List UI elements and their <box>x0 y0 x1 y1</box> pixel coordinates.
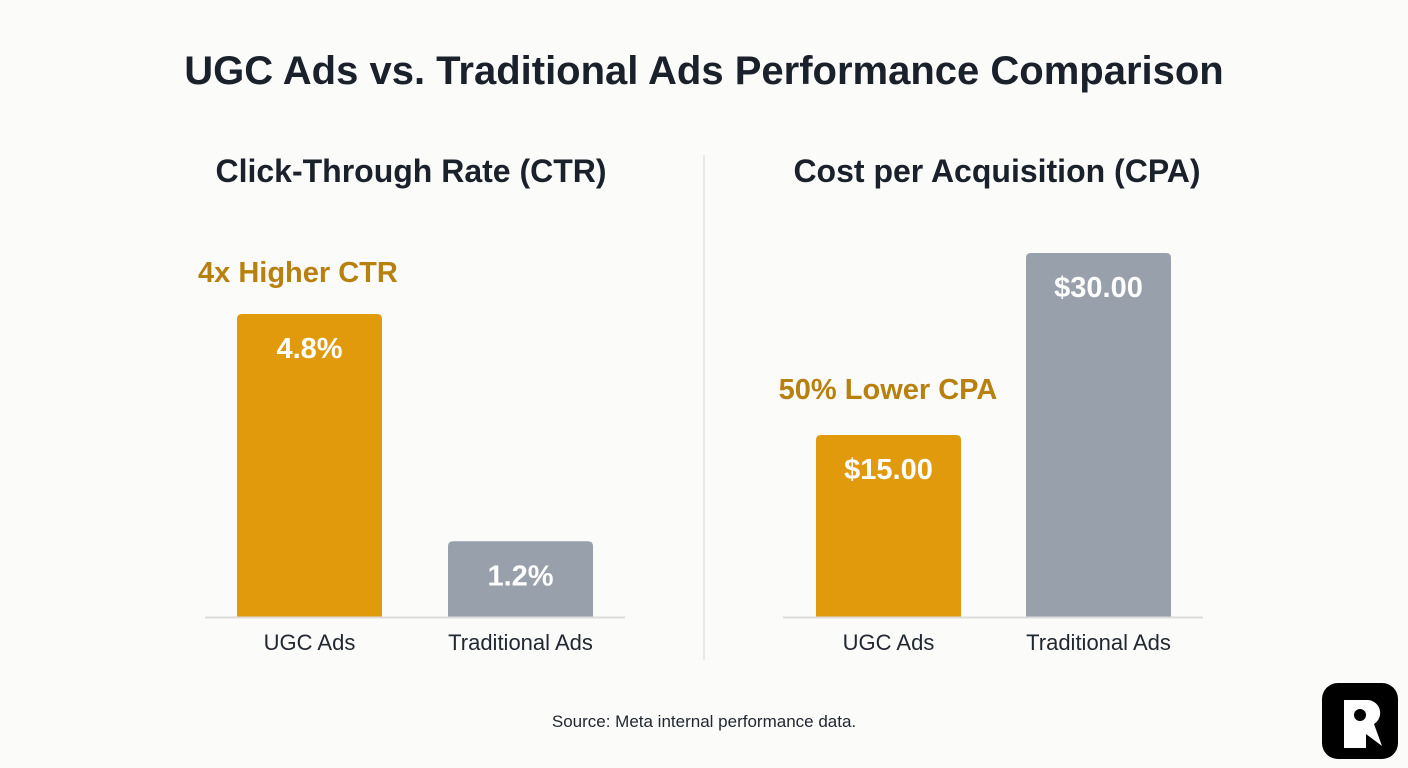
bar-ugc <box>237 314 382 617</box>
panel-title: Cost per Acquisition (CPA) <box>793 153 1200 189</box>
chart-title: UGC Ads vs. Traditional Ads Performance … <box>184 49 1224 93</box>
panel-title: Click-Through Rate (CTR) <box>215 153 606 189</box>
category-label: UGC Ads <box>264 630 356 655</box>
bar-traditional <box>448 541 593 617</box>
category-label: UGC Ads <box>843 630 935 655</box>
annotation: 4x Higher CTR <box>198 257 398 289</box>
category-label: Traditional Ads <box>448 630 593 655</box>
bar-traditional <box>1026 253 1171 617</box>
annotation: 50% Lower CPA <box>779 374 998 406</box>
bar-value-label: $30.00 <box>1054 272 1143 304</box>
source-note: Source: Meta internal performance data. <box>552 712 856 731</box>
bar-value-label: 1.2% <box>487 560 553 592</box>
bar-value-label: 4.8% <box>276 333 342 365</box>
r-letter-logo-icon <box>1322 683 1398 759</box>
bar-ugc <box>816 435 961 617</box>
bar-value-label: $15.00 <box>844 454 933 486</box>
category-label: Traditional Ads <box>1026 630 1171 655</box>
